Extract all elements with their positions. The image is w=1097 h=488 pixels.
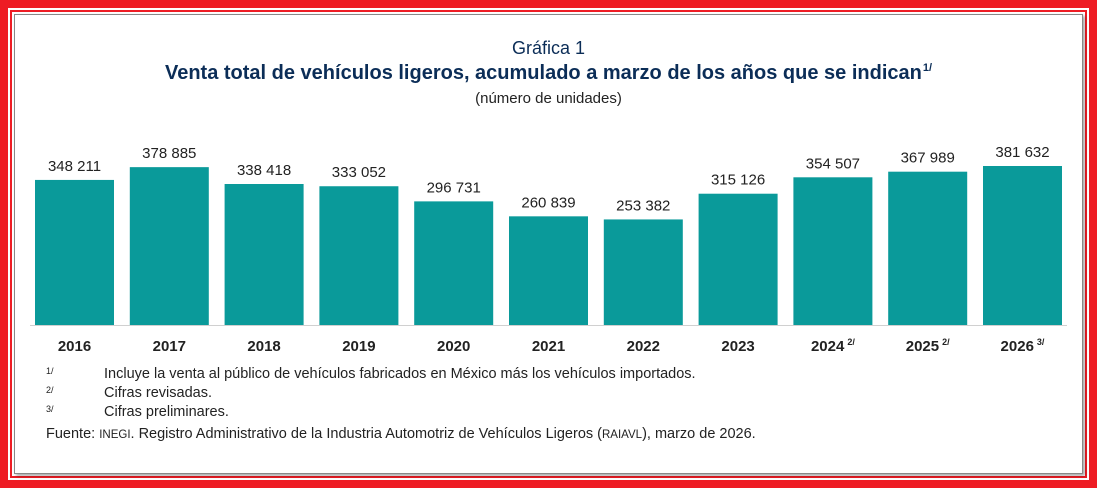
tick-label-2019: 2019 bbox=[342, 338, 375, 355]
tick-label-2021: 2021 bbox=[532, 338, 565, 355]
title-footnote-mark: 1/ bbox=[922, 62, 933, 74]
value-label-2019: 333 052 bbox=[332, 164, 386, 181]
tick-note-2026: 3/ bbox=[1037, 337, 1045, 347]
bar-2016 bbox=[35, 179, 114, 325]
tick-label-2016: 2016 bbox=[58, 338, 91, 355]
bar-2020 bbox=[414, 201, 494, 325]
bar-2024 bbox=[793, 177, 873, 325]
bar-2023 bbox=[698, 193, 778, 325]
bar-2017 bbox=[129, 167, 209, 325]
value-label-2021: 260 839 bbox=[521, 194, 575, 211]
tick-label-2017: 2017 bbox=[153, 338, 186, 355]
tick-label-2025: 2025 2/ bbox=[906, 337, 950, 355]
chart-caption: Gráfica 1 bbox=[511, 38, 586, 58]
bar-2022 bbox=[603, 219, 683, 325]
tick-label-2022: 2022 bbox=[627, 338, 660, 355]
footnote-1-text: Incluye la venta al público de vehículos… bbox=[104, 366, 696, 382]
value-label-2025: 367 989 bbox=[901, 150, 955, 167]
chart-subtitle: (número de unidades) bbox=[475, 90, 622, 107]
source-line: Fuente: INEGI. Registro Administrativo d… bbox=[46, 426, 756, 442]
value-label-2023: 315 126 bbox=[711, 172, 765, 189]
footnote-3-text: Cifras preliminares. bbox=[104, 404, 229, 420]
tick-label-2018: 2018 bbox=[247, 338, 280, 355]
footnote-3-mark: 3/ bbox=[46, 404, 54, 414]
source-org: INEGI bbox=[99, 429, 131, 441]
bar-2018 bbox=[224, 184, 304, 325]
tick-label-2026: 2026 3/ bbox=[1001, 337, 1045, 355]
tick-note-2025: 2/ bbox=[942, 337, 950, 347]
tick-note-2024: 2/ bbox=[847, 337, 855, 347]
source-tail: ), marzo de 2026. bbox=[642, 426, 756, 442]
bar-2026 bbox=[983, 166, 1062, 325]
value-label-2018: 338 418 bbox=[237, 162, 291, 179]
value-label-2024: 354 507 bbox=[806, 155, 860, 172]
bar-2021 bbox=[509, 216, 588, 325]
footnote-2-text: Cifras revisadas. bbox=[104, 385, 212, 401]
source-label: Fuente: bbox=[46, 426, 96, 442]
footnote-1-mark: 1/ bbox=[46, 366, 54, 376]
figure-panel bbox=[14, 14, 1083, 474]
tick-label-2023: 2023 bbox=[721, 338, 754, 355]
source-text: . Registro Administrativo de la Industri… bbox=[130, 426, 602, 442]
chart-title-text: Venta total de vehículos ligeros, acumul… bbox=[164, 62, 922, 84]
value-label-2020: 296 731 bbox=[427, 179, 481, 196]
chart-title: Venta total de vehículos ligeros, acumul… bbox=[0, 62, 1097, 85]
source-acronym: RAIAVL bbox=[602, 429, 643, 441]
bar-2019 bbox=[319, 186, 399, 325]
value-label-2016: 348 211 bbox=[48, 158, 101, 175]
bar-2025 bbox=[888, 171, 968, 325]
value-label-2022: 253 382 bbox=[616, 197, 670, 214]
footnote-2-mark: 2/ bbox=[46, 385, 54, 395]
value-label-2017: 378 885 bbox=[142, 145, 196, 162]
tick-label-2024: 2024 2/ bbox=[811, 337, 855, 355]
tick-label-2020: 2020 bbox=[437, 338, 470, 355]
value-label-2026: 381 632 bbox=[995, 144, 1049, 161]
